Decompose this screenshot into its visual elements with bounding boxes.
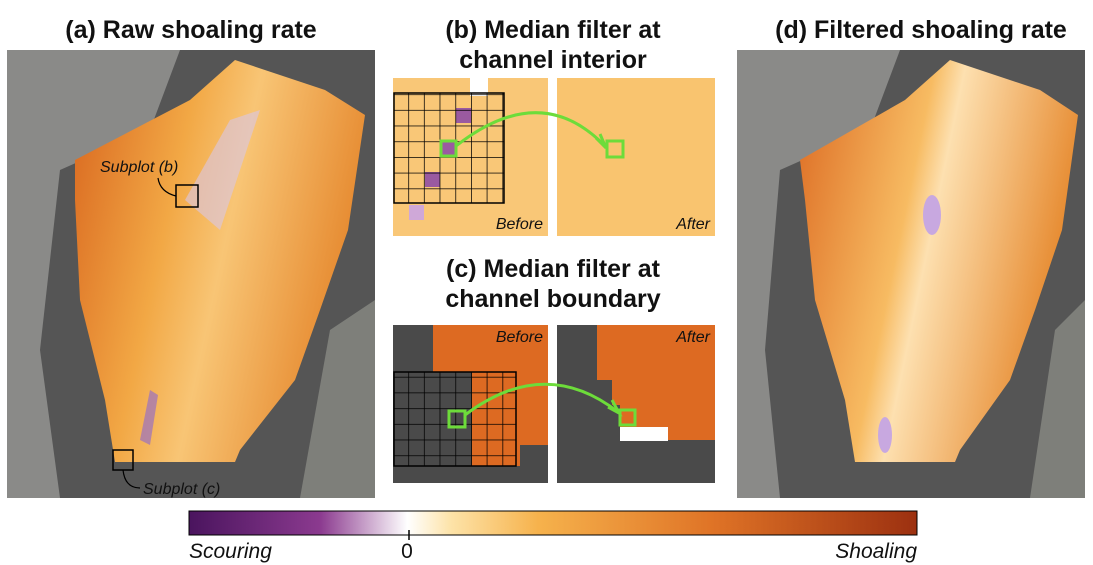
scour-patch [878,417,892,453]
panel-a: Subplot (b) Subplot (c) (a) Raw shoaling… [7,16,375,498]
panel-title: channel boundary [445,285,660,313]
colorbar-label: Shoaling [835,540,917,563]
label: Before [496,216,543,233]
panel-b: (b) Median filter at channel interior Be… [393,16,715,236]
colorbar-gradient [189,511,917,535]
filter-grid [394,93,504,203]
panel-title: (a) Raw shoaling rate [65,16,317,44]
panel-title: (d) Filtered shoaling rate [775,16,1067,44]
label: After [675,329,710,346]
panel-title: (b) Median filter at [445,16,661,44]
colorbar-label: Scouring [189,540,272,563]
annotation: Subplot (b) [100,159,178,176]
label: Before [496,329,543,346]
pixel [620,427,668,441]
colorbar-label: 0 [401,540,413,563]
filter-grid [394,372,516,466]
panel-title: (c) Median filter at [446,255,661,283]
scour-patch [923,195,941,235]
panel-d: (d) Filtered shoaling rate [737,16,1085,498]
colorbar: Scouring 0 Shoaling [189,511,917,563]
pixel [409,205,424,220]
figure: Subplot (b) Subplot (c) (a) Raw shoaling… [0,0,1093,565]
label: After [675,216,710,233]
panel-title: channel interior [459,46,647,74]
panel-c: (c) Median filter at channel boundary Be… [393,255,715,483]
after-image [557,78,715,236]
annotation: Subplot (c) [143,481,220,498]
